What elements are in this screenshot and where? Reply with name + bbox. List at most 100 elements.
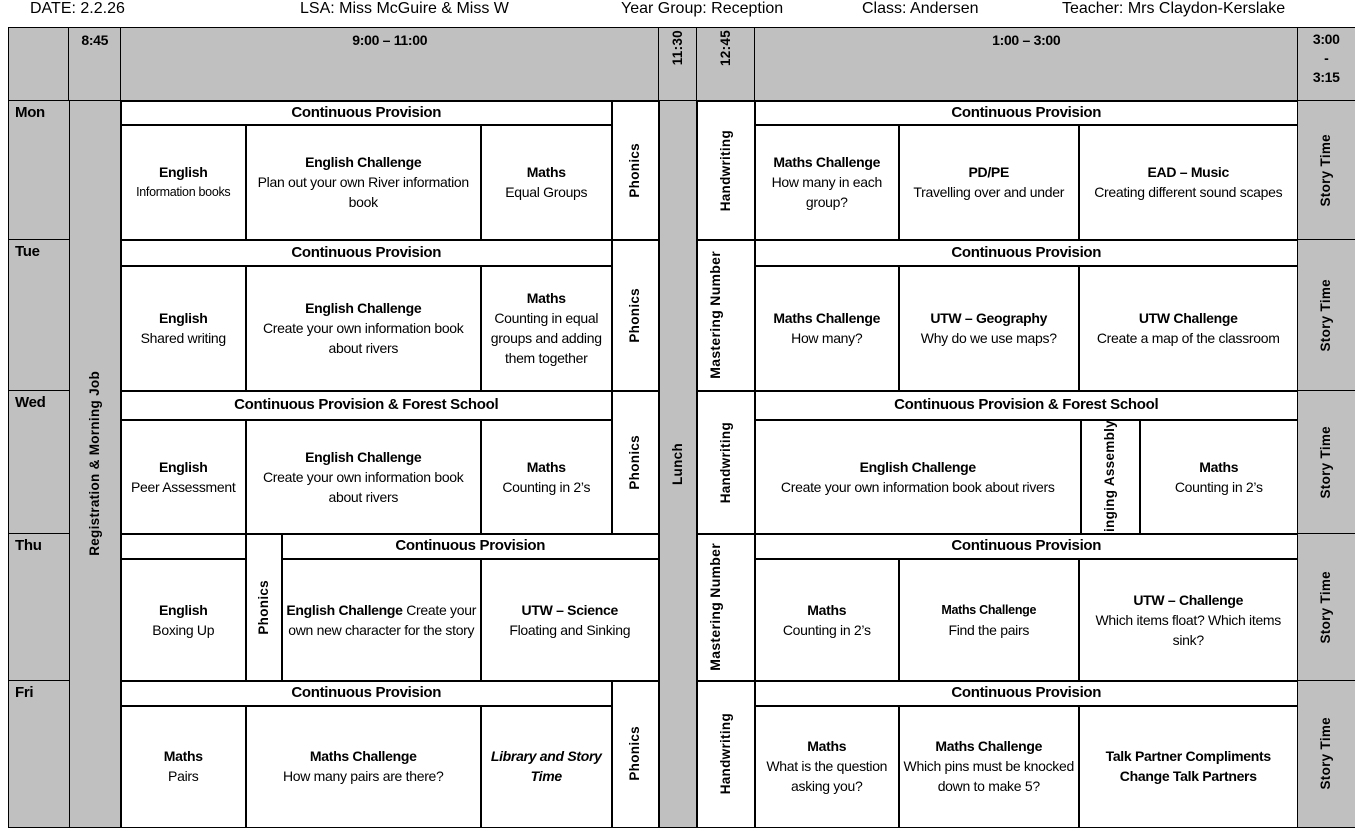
cell-title: Maths <box>526 458 566 475</box>
lesson-cell: Maths Counting in 2’s <box>480 419 613 535</box>
cell-title: EAD – Music <box>1147 164 1230 181</box>
cell-title: Library and Story Time <box>490 748 602 785</box>
cell-body: Travelling over and under <box>913 184 1065 201</box>
time-1245: 12:45 <box>696 27 756 102</box>
time-label: - <box>1324 50 1329 66</box>
cell-body: Create your own new character for the st… <box>288 601 477 638</box>
lesson-cell: UTW – Geography Why do we use maps? <box>898 265 1080 392</box>
cell-title: Maths <box>526 164 566 181</box>
cell-title: English Challenge <box>305 300 422 317</box>
cell-body: How many pairs are there? <box>282 768 444 785</box>
phonics-cell: Phonics <box>611 390 660 535</box>
continuous-provision-band: Continuous Provision & Forest School <box>120 390 613 421</box>
lesson-cell: EAD – Music Creating different sound scap… <box>1078 124 1299 241</box>
lesson-cell: English Challenge Create your own informa… <box>245 419 482 535</box>
cell-body: What is the question asking you? <box>766 758 888 795</box>
lesson-cell: Maths What is the question asking you? <box>754 705 900 828</box>
lesson-cell: PD/PE Travelling over and under <box>898 124 1080 241</box>
band-label: Continuous Provision <box>291 103 442 121</box>
lesson-cell: Library and Story Time <box>480 705 613 828</box>
lesson-cell: English Challenge Create your own informa… <box>754 419 1082 535</box>
lsa-label: LSA: Miss McGuire & Miss W <box>300 0 509 17</box>
teacher-label: Teacher: Mrs Claydon-Kerslake <box>1062 0 1286 17</box>
story-time-cell: Story Time <box>1297 533 1355 682</box>
lesson-cell: English Challenge Plan out your own River… <box>245 124 482 241</box>
continuous-provision-band: Continuous Provision <box>120 100 613 126</box>
cell-body: Why do we use maps? <box>920 330 1057 347</box>
day-label-cell: Tue <box>8 239 70 392</box>
time-845: 8:45 <box>68 27 122 102</box>
day-label: Fri <box>15 684 34 701</box>
story-time-cell: Story Time <box>1297 100 1355 241</box>
cell-text: English Challenge Create your own new ch… <box>284 600 479 640</box>
lesson-cell: English Information books <box>120 124 247 241</box>
cell-body: Counting in 2’s <box>782 621 871 638</box>
cell-body: Counting in 2’s <box>502 478 591 495</box>
day-label-cell: Thu <box>8 533 70 682</box>
empty-cell <box>120 533 247 560</box>
date-label: DATE: 2.2.26 <box>30 0 125 17</box>
continuous-provision-band: Continuous Provision & Forest School <box>754 390 1299 421</box>
phonics-cell: Phonics <box>611 100 660 241</box>
cell-body: Create your own information book about r… <box>780 478 1055 495</box>
cell-title: Maths <box>1199 458 1239 475</box>
band-label: Continuous Provision <box>951 537 1102 555</box>
cell-body: How many in each group? <box>771 174 883 211</box>
registration-label: Registration & Morning Job <box>86 371 102 557</box>
lesson-cell: UTW Challenge Create a map of the classro… <box>1078 265 1299 392</box>
lesson-cell: English Challenge Create your own informa… <box>245 265 482 392</box>
afternoon-side-cell: Handwriting <box>696 100 756 241</box>
phonics-label: Phonics <box>627 142 643 198</box>
band-label: Continuous Provision <box>291 684 442 702</box>
cell-title: Maths <box>526 290 566 307</box>
afternoon-side-label: Handwriting <box>717 421 733 503</box>
cell-title: English Challenge <box>305 448 422 465</box>
band-label: Continuous Provision <box>395 537 546 555</box>
cell-body: Peer Assessment <box>131 478 236 495</box>
story-time-cell: Story Time <box>1297 390 1355 535</box>
lunch-column: Lunch <box>658 100 698 828</box>
time-morning: 9:00 – 11:00 <box>120 27 660 102</box>
time-end: 3:00 - 3:15 <box>1297 27 1355 102</box>
cell-title: Talk Partner Compliments <box>1105 748 1272 765</box>
cell-title: English Challenge <box>305 154 422 171</box>
lesson-cell: Maths Challenge How many? <box>754 265 900 392</box>
cell-title: UTW – Science <box>521 601 619 618</box>
story-time-label: Story Time <box>1318 278 1334 352</box>
cell-title: English <box>159 601 208 618</box>
lesson-cell: Maths Pairs <box>120 705 247 828</box>
time-label: 3:15 <box>1312 69 1340 85</box>
lesson-cell: UTW – Science Floating and Sinking <box>480 558 660 682</box>
day-label-cell: Mon <box>8 100 70 241</box>
phonics-label: Phonics <box>255 579 271 635</box>
lesson-cell: English Challenge Create your own new ch… <box>281 558 482 682</box>
day-label: Mon <box>15 104 45 121</box>
time-afternoon: 1:00 – 3:00 <box>754 27 1299 102</box>
lesson-cell: Maths Challenge How many in each group? <box>754 124 900 241</box>
singing-assembly-label: Singing Assembly <box>1102 420 1118 535</box>
cell-body: Counting in equal groups and adding them… <box>490 310 602 367</box>
cell-title: English Challenge <box>286 601 403 618</box>
lesson-cell: English Shared writing <box>120 265 247 392</box>
year-group-label: Year Group: Reception <box>621 0 784 17</box>
band-label: Continuous Provision <box>291 243 442 261</box>
cell-title: Maths <box>807 738 847 755</box>
cell-title: Maths Challenge <box>941 602 1037 617</box>
afternoon-side-label: Handwriting <box>717 129 733 211</box>
story-time-label: Story Time <box>1318 717 1334 791</box>
continuous-provision-band: Continuous Provision <box>754 100 1299 126</box>
story-time-label: Story Time <box>1318 425 1334 499</box>
band-label: Continuous Provision <box>951 103 1102 121</box>
day-label: Tue <box>15 243 40 260</box>
lesson-cell: Maths Challenge Find the pairs <box>898 558 1080 682</box>
cell-title: English <box>159 458 208 475</box>
cell-body: Pairs <box>168 768 199 785</box>
afternoon-side-label: Mastering Number <box>706 543 723 672</box>
lesson-cell: English Peer Assessment <box>120 419 247 535</box>
phonics-cell: Phonics <box>611 239 660 392</box>
time-label: 9:00 – 11:00 <box>352 32 428 48</box>
time-label: 1:00 – 3:00 <box>992 32 1061 48</box>
cell-body: Create your own information book about r… <box>262 468 464 505</box>
lesson-cell: UTW – Challenge Which items float? Which … <box>1078 558 1299 682</box>
story-time-label: Story Time <box>1318 570 1334 644</box>
